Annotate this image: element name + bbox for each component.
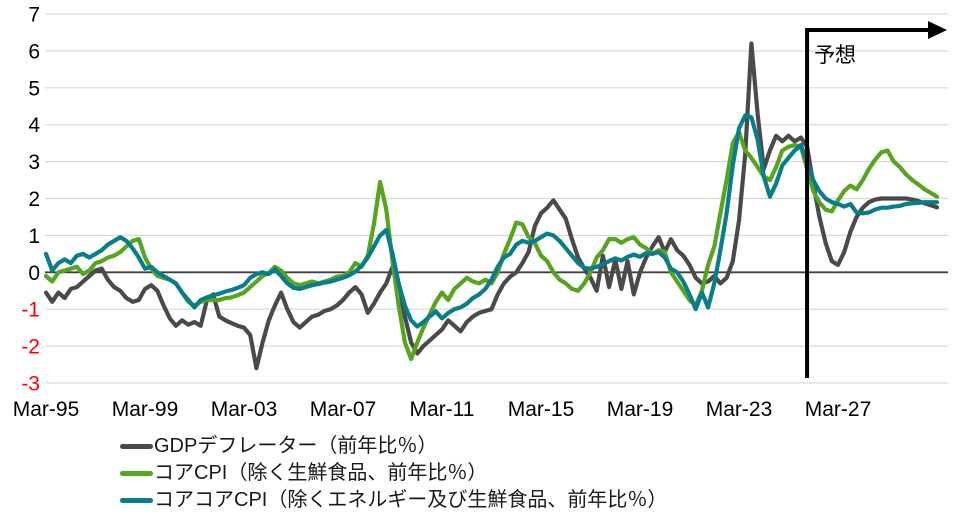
legend-item-gdp-deflator: GDPデフレーター（前年比％） [120,433,667,460]
legend: GDPデフレーター（前年比％） コアCPI（除く生鮮食品、前年比％） コアコアC… [120,433,667,514]
forecast-label: 予想 [814,44,856,67]
x-tick-label: Mar-23 [706,398,773,421]
y-tick-label: 6 [28,40,40,63]
legend-swatch-core-cpi [120,471,153,476]
series-gdp-deflator-line [43,41,940,371]
x-axis-labels: Mar-95 Mar-99 Mar-03 Mar-07 Mar-11 Mar-15 Mar-… [13,398,872,421]
x-tick-label: Mar-15 [508,398,575,421]
y-tick-label: 4 [28,114,40,137]
y-tick-label: 0 [28,262,40,285]
x-tick-label: Mar-07 [310,398,377,421]
y-tick-label: 3 [28,151,40,174]
x-tick-label: Mar-27 [805,398,872,421]
gridlines [45,13,948,384]
y-tick-label: 7 [28,4,40,27]
legend-label-core-core-cpi: コアコアCPI（除くエネルギー及び生鮮食品、前年比％） [154,489,668,511]
x-tick-label: Mar-95 [13,398,80,421]
legend-label-core-cpi: コアCPI（除く生鮮食品、前年比％） [154,462,488,484]
forecast-annotation: 予想 [805,21,947,378]
forecast-arrowhead-icon [928,21,947,39]
y-tick-label: -3 [21,373,40,396]
legend-item-core-core-cpi: コアコアCPI（除くエネルギー及び生鮮食品、前年比％） [120,487,667,514]
legend-swatch-core-core-cpi [120,498,153,503]
y-tick-label: 1 [28,225,40,248]
legend-item-core-cpi: コアCPI（除く生鮮食品、前年比％） [120,460,667,487]
y-tick-label: -2 [21,336,40,359]
y-tick-label: 2 [28,188,40,211]
x-tick-label: Mar-99 [112,398,179,421]
legend-label-gdp-deflator: GDPデフレーター（前年比％） [154,435,438,457]
y-axis-labels: 7 6 5 4 3 2 1 0 -1 -2 -3 [21,4,40,396]
legend-swatch-gdp-deflator [120,444,153,449]
x-tick-label: Mar-11 [410,398,475,421]
y-tick-label: -1 [21,299,40,322]
y-tick-label: 5 [28,77,40,100]
x-tick-label: Mar-03 [211,398,278,421]
series-core-core-cpi-line [43,113,940,329]
x-tick-label: Mar-19 [607,398,674,421]
